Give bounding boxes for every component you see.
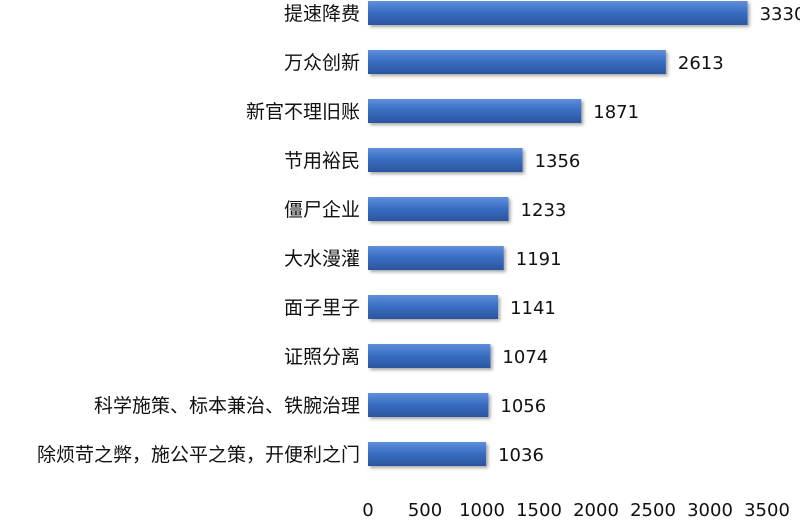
value-labels: 3330 2613 1871 1356 1233 1191 1141 1074 1056 1036	[498, 4, 800, 466]
bars-layer	[368, 1, 748, 466]
x-tick-label-7: 3000	[687, 500, 733, 520]
category-label-8: 证照分离	[284, 346, 360, 368]
category-label-6: 大水漫灌	[284, 248, 360, 270]
bar-1	[368, 1, 748, 25]
x-tick-label-2: 500	[408, 500, 442, 520]
category-label-3: 新官不理旧账	[246, 101, 360, 123]
bar-6	[368, 246, 504, 270]
x-tick-label-1: 0	[362, 500, 373, 520]
bar-10	[368, 442, 487, 466]
category-label-1: 提速降费	[284, 3, 360, 25]
bar-3	[368, 99, 582, 123]
x-tick-label-8: 3500	[744, 500, 790, 520]
value-label-2: 2613	[678, 53, 724, 74]
category-label-2: 万众创新	[284, 52, 360, 74]
x-tick-label-3: 1000	[459, 500, 505, 520]
bar-5	[368, 197, 509, 221]
category-label-4: 节用裕民	[284, 150, 360, 172]
bar-4	[368, 148, 523, 172]
x-tick-label-4: 1500	[516, 500, 562, 520]
value-label-8: 1074	[502, 347, 548, 368]
category-label-10: 除烦苛之弊，施公平之策，开便利之门	[37, 444, 360, 466]
x-tick-label-5: 2000	[573, 500, 619, 520]
value-label-1: 3330	[760, 4, 800, 25]
value-label-9: 1056	[500, 396, 546, 417]
category-label-9: 科学施策、标本兼治、铁腕治理	[94, 395, 360, 417]
x-tick-label-6: 2500	[630, 500, 676, 520]
bar-7	[368, 295, 499, 319]
bar-9	[368, 393, 489, 417]
value-label-10: 1036	[498, 445, 544, 466]
category-labels: 提速降费万众创新新官不理旧账节用裕民僵尸企业大水漫灌面子里子证照分离科学施策、标…	[37, 3, 360, 466]
value-label-6: 1191	[516, 249, 562, 270]
value-label-3: 1871	[593, 102, 639, 123]
bar-2	[368, 50, 666, 74]
category-label-5: 僵尸企业	[284, 199, 360, 221]
value-label-4: 1356	[535, 151, 581, 172]
bar-8	[368, 344, 491, 368]
value-label-7: 1141	[510, 298, 556, 319]
x-axis-ticks: 0 500 1000 1500 2000 2500 3000 3500	[362, 500, 790, 520]
category-label-7: 面子里子	[284, 297, 360, 319]
value-label-5: 1233	[521, 200, 567, 221]
